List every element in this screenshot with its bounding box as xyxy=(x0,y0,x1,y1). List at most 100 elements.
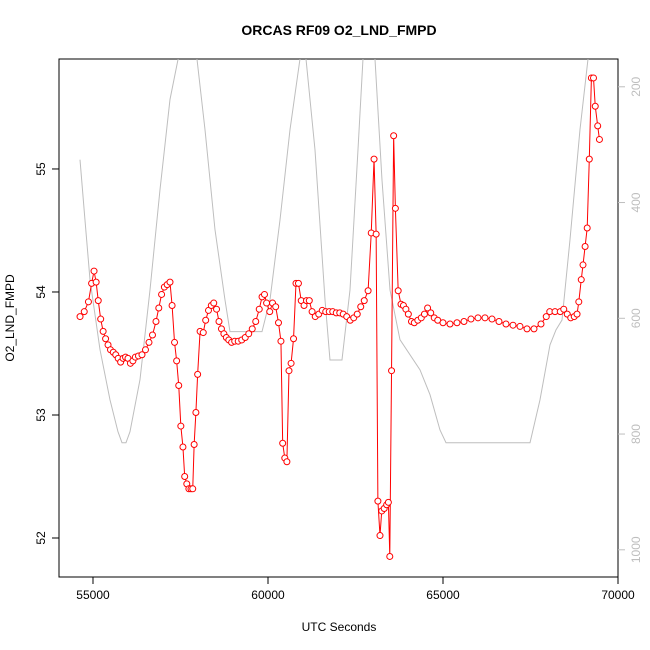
data-point xyxy=(84,298,92,306)
data-point xyxy=(364,287,372,295)
data-point xyxy=(577,276,585,284)
data-point xyxy=(158,290,166,298)
data-point xyxy=(579,261,587,269)
y-tick-label: 52 xyxy=(34,531,48,545)
data-point xyxy=(199,329,207,337)
y2-tick-label: 400 xyxy=(629,192,643,212)
data-point xyxy=(76,313,84,321)
data-point xyxy=(439,319,447,327)
data-point xyxy=(97,315,105,323)
data-point xyxy=(175,381,183,389)
data-point xyxy=(277,337,285,345)
x-tick-label: 60000 xyxy=(251,588,285,602)
data-point xyxy=(591,102,599,110)
data-point xyxy=(168,302,176,310)
data-point xyxy=(376,532,384,540)
data-point xyxy=(94,297,102,305)
data-point xyxy=(290,335,298,343)
data-point xyxy=(260,290,268,298)
y2-tick-label: 200 xyxy=(629,76,643,96)
data-point xyxy=(542,313,550,321)
y2-tick-label: 1000 xyxy=(629,536,643,563)
data-point xyxy=(99,327,107,335)
data-point xyxy=(194,370,202,378)
x-tick-label: 70000 xyxy=(601,588,635,602)
data-point xyxy=(272,303,280,311)
series-line xyxy=(79,77,600,557)
x-tick-label: 55000 xyxy=(76,588,110,602)
data-point xyxy=(283,458,291,466)
data-point xyxy=(189,485,197,493)
data-point xyxy=(190,441,198,449)
data-point xyxy=(502,320,510,328)
data-point xyxy=(279,439,287,447)
data-point xyxy=(173,357,181,365)
data-point xyxy=(530,325,538,333)
data-point xyxy=(305,297,313,305)
data-point xyxy=(523,325,531,333)
plot-frame xyxy=(58,58,619,578)
data-point xyxy=(583,224,591,232)
data-point xyxy=(427,309,435,317)
data-point xyxy=(213,305,221,313)
plot-area xyxy=(76,59,603,560)
data-point xyxy=(495,318,503,326)
chart-title: ORCAS RF09 O2_LND_FMPD xyxy=(241,22,436,38)
data-point xyxy=(245,330,253,338)
y2-tick-label: 600 xyxy=(629,308,643,328)
data-point xyxy=(488,315,496,323)
y-tick-label: 53 xyxy=(34,408,48,422)
data-point xyxy=(308,308,316,316)
data-point xyxy=(155,304,163,312)
data-point xyxy=(274,319,282,327)
data-point xyxy=(148,331,156,339)
data-point xyxy=(467,315,475,323)
data-point xyxy=(192,409,200,417)
data-point xyxy=(372,230,380,238)
data-point xyxy=(390,132,398,140)
data-point xyxy=(80,308,88,316)
data-point xyxy=(353,310,361,318)
data-point xyxy=(404,310,412,318)
data-point xyxy=(509,321,517,329)
data-point xyxy=(92,278,100,286)
data-point xyxy=(294,279,302,287)
data-point xyxy=(215,318,223,326)
data-point xyxy=(394,287,402,295)
data-point xyxy=(374,497,382,505)
y-tick-label: 54 xyxy=(34,285,48,299)
data-point xyxy=(388,367,396,375)
y-axis-label: O2_LND_FMPD xyxy=(3,274,17,362)
data-point xyxy=(585,155,593,163)
data-point xyxy=(360,297,368,305)
data-point xyxy=(384,498,392,506)
data-point xyxy=(460,318,468,326)
data-point xyxy=(177,422,185,430)
data-point xyxy=(594,122,602,130)
data-point xyxy=(357,303,365,311)
data-point xyxy=(446,320,454,328)
data-point xyxy=(102,335,110,343)
data-point xyxy=(266,308,274,316)
data-point xyxy=(386,552,394,560)
data-point xyxy=(391,204,399,212)
data-point xyxy=(589,74,597,82)
data-point xyxy=(453,319,461,327)
data-point xyxy=(581,242,589,250)
data-point xyxy=(287,359,295,367)
data-point xyxy=(285,367,293,375)
y2-tick-label: 800 xyxy=(629,424,643,444)
data-point xyxy=(575,298,583,306)
series-line xyxy=(79,59,589,444)
data-point xyxy=(141,346,149,354)
data-point xyxy=(573,310,581,318)
data-point xyxy=(252,318,260,326)
x-axis-label: UTC Seconds xyxy=(302,620,377,634)
y-tick-label: 55 xyxy=(34,162,48,176)
data-point xyxy=(474,314,482,322)
data-point xyxy=(263,299,271,307)
data-point xyxy=(560,305,568,313)
data-point xyxy=(537,320,545,328)
data-point xyxy=(166,278,174,286)
